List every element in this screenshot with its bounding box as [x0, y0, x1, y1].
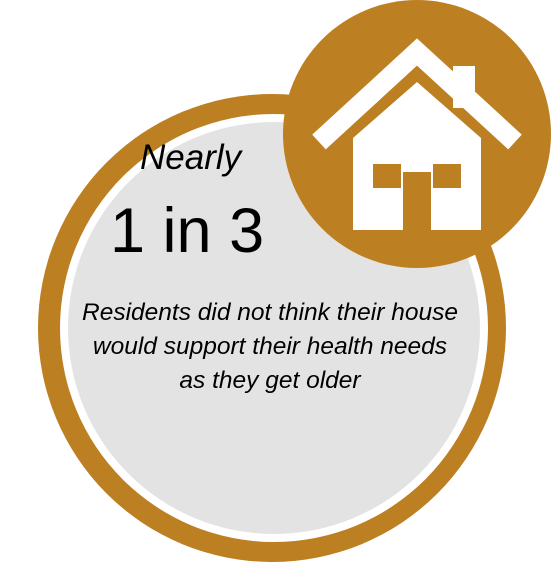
right-window: [433, 164, 461, 188]
stat-caption: Residents did not think their house woul…: [82, 299, 458, 394]
roof-shape: [312, 38, 522, 150]
house-medallion: [283, 0, 552, 269]
house-body: [353, 82, 481, 230]
lead-text: Nearly: [140, 138, 242, 177]
left-window: [373, 164, 401, 188]
headline-stat: 1 in 3: [110, 196, 265, 266]
house-icon: [283, 0, 551, 268]
door-shape: [403, 172, 431, 230]
